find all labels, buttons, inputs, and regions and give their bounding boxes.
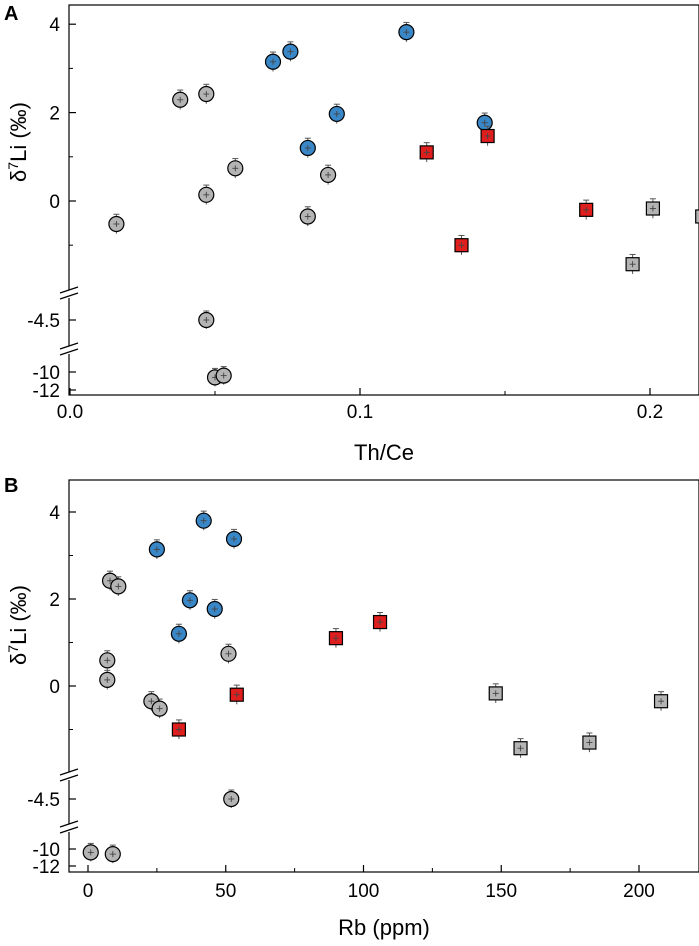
panel-b-axis-break-gap — [66, 824, 72, 832]
panel-a-data-point — [215, 366, 232, 385]
panel-a-data-point — [198, 184, 215, 205]
panel-a: A 0.0 0.1 0.2 0 2 4 -4.5 -10-12 Th/Ce δ7Li (‰) — [4, 3, 699, 465]
panel-a-axis-break-mark — [59, 286, 79, 294]
panel-b-y-axis-title: δ7Li (‰) — [5, 585, 31, 665]
panel-a-data-point — [282, 41, 299, 62]
panel-a-data-point — [264, 51, 282, 72]
panel-b-axis-break-mark — [59, 768, 79, 776]
panel-b-axis-break-gap — [66, 772, 72, 780]
panel-a-axis-break-mark — [59, 348, 79, 356]
panel-b-data-point — [582, 732, 597, 753]
panel-a-y-tick-label: -10 — [33, 363, 60, 384]
panel-b-label: B — [4, 475, 18, 497]
panel-a-data-point — [172, 89, 189, 110]
panel-b-data-point — [220, 643, 237, 664]
panel-a-y-tick-label: -12 — [33, 381, 60, 402]
panel-a-data-point — [108, 213, 125, 234]
panel-a-label: A — [4, 3, 18, 25]
panel-b-data-point — [223, 789, 240, 808]
panel-b-data-point — [653, 691, 669, 711]
panel-a-data-point — [645, 198, 661, 219]
panel-b-data-point — [110, 576, 127, 596]
panel-b-data-point — [82, 842, 99, 862]
panel-b-data-point — [195, 510, 212, 531]
panel-b-data-point — [206, 598, 223, 619]
panel-b-data-point — [181, 590, 199, 610]
panel-b-data-point — [225, 528, 243, 549]
panel-b-data-point — [171, 719, 187, 740]
panel-b-y-tick-label: -12 — [33, 857, 60, 878]
panel-a-axis-break-gap — [66, 290, 72, 298]
panel-b-x-tick-label: 0 — [83, 881, 94, 902]
panel-a-data-point — [480, 125, 495, 146]
panel-a-data-point — [695, 209, 699, 224]
panel-a-axis-break-mark — [59, 342, 79, 350]
panel-b-data-point — [148, 539, 165, 559]
panel-a-y-tick-label: 4 — [49, 15, 60, 36]
panel-b-y-tick-label: 4 — [49, 503, 60, 524]
panel-a-x-tick-label: 0.1 — [347, 402, 373, 423]
panel-a-data-point — [198, 310, 215, 329]
panel-a-y-tick-label: 2 — [49, 104, 60, 125]
panel-a-data-point — [320, 164, 337, 185]
panel-b-x-tick-label: 150 — [485, 881, 517, 902]
panel-b-axis-break-mark — [59, 820, 79, 828]
panel-b-x-axis-title: Rb (ppm) — [338, 915, 430, 940]
panel-a-x-axis-title: Th/Ce — [354, 440, 414, 465]
panel-a-data-point — [579, 199, 594, 220]
panel-b-y-tick-label: -4.5 — [27, 790, 60, 811]
panel-b-axis-break-mark — [59, 774, 79, 782]
panel-b-x-tick-label: 100 — [348, 881, 380, 902]
panel-b-data-point — [104, 844, 121, 864]
panel-a-data-point — [198, 83, 215, 104]
panel-b-data-point — [99, 650, 116, 670]
panel-b: B 0 50 100 150 200 0 2 4 -4.5 -10-12 Rb (ppm) δ7… — [4, 475, 699, 940]
panel-a-y-tick-label: -4.5 — [27, 311, 60, 332]
panel-b-plot-frame — [68, 479, 699, 873]
panel-a-y-axis-title: δ7Li (‰) — [5, 102, 31, 182]
panel-a-data-point — [299, 206, 316, 227]
panel-a-data-point — [299, 137, 316, 158]
panel-b-data-point — [170, 623, 188, 644]
panel-b-y-tick-label: 2 — [49, 590, 60, 611]
panel-b-data-point — [229, 684, 244, 705]
panel-a-axis-break-mark — [59, 292, 79, 300]
panel-b-data-point — [328, 628, 344, 648]
panel-a-data-point — [398, 21, 415, 42]
panel-b-data-point — [372, 611, 388, 632]
panel-a-data-point — [419, 142, 434, 163]
panel-b-y-tick-label: -10 — [33, 840, 60, 861]
panel-a-y-tick-label: 0 — [49, 192, 60, 213]
panel-a-data-point — [625, 253, 640, 274]
panel-b-data-point — [513, 738, 528, 758]
panel-b-data-point — [99, 669, 116, 690]
panel-b-x-tick-label: 200 — [623, 881, 655, 902]
panel-a-data-point — [454, 234, 469, 255]
panel-a-data-point — [227, 158, 244, 179]
panel-a-axis-break-gap — [66, 346, 72, 354]
panel-b-data-point — [151, 698, 168, 719]
panel-b-axis-break-mark — [59, 826, 79, 834]
panel-a-x-tick-label: 0.2 — [637, 402, 663, 423]
panel-a-data-point — [328, 103, 345, 124]
panel-a-marker-gray-square — [695, 209, 699, 224]
panel-a-plot-frame — [68, 4, 699, 396]
panel-a-x-tick-label: 0.0 — [57, 402, 83, 423]
panel-b-data-point — [488, 683, 503, 703]
panel-b-y-tick-label: 0 — [49, 677, 60, 698]
panel-b-x-tick-label: 50 — [215, 881, 236, 902]
